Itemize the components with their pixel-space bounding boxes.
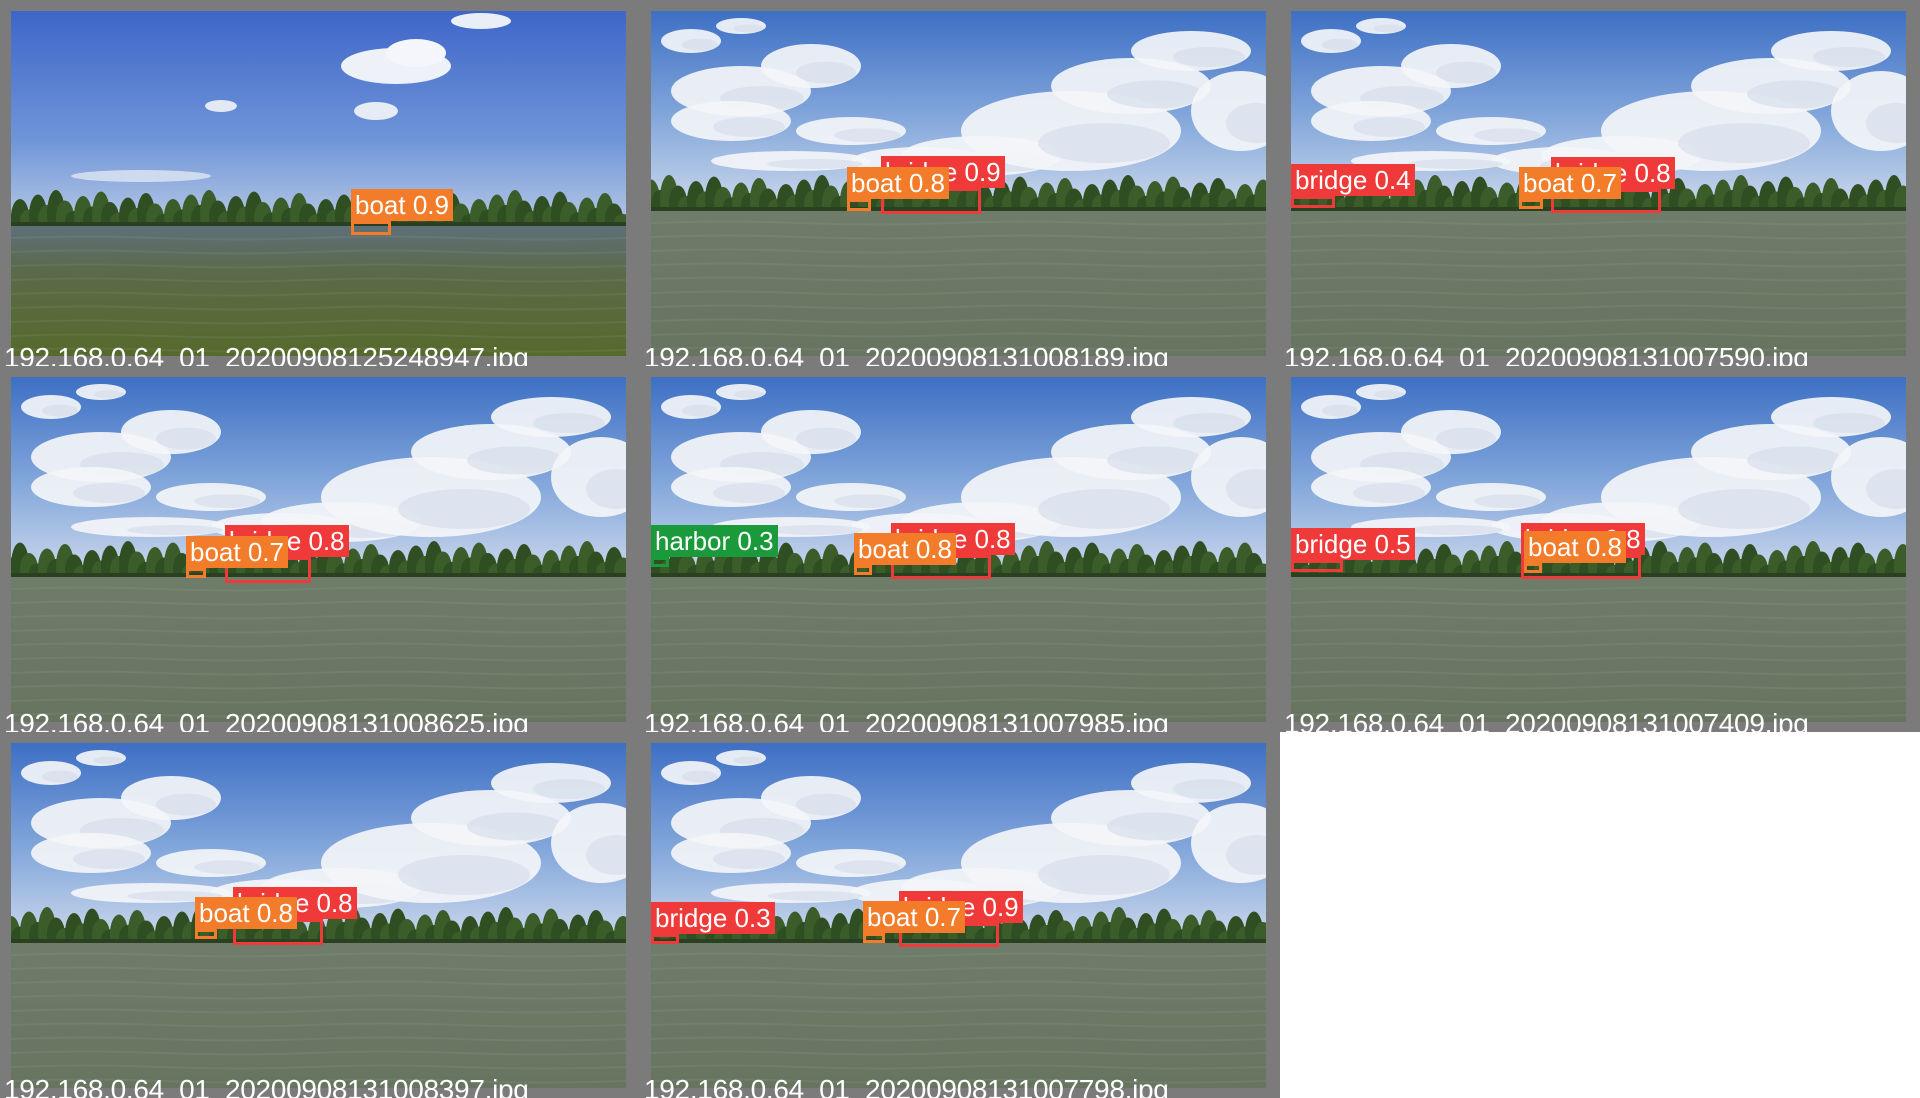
image-tile: boat 0.9 192.168.0.64_01_2020090812524894… xyxy=(0,0,640,366)
detection-label: boat 0.7 xyxy=(863,901,965,933)
boat-detection: boat 0.8 xyxy=(195,897,297,939)
harbor-detection: harbor 0.3 xyxy=(651,525,778,567)
detection-label: boat 0.8 xyxy=(1524,531,1626,563)
image-filename: 192.168.0.64_01_20200908125248947.jpg xyxy=(4,342,529,367)
detection-label: harbor 0.3 xyxy=(651,525,778,557)
image-filename: 192.168.0.64_01_20200908131007798.jpg xyxy=(644,1074,1169,1098)
image-filename: 192.168.0.64_01_20200908131008625.jpg xyxy=(4,708,529,733)
detection-label: boat 0.8 xyxy=(854,533,956,565)
bridge-detection: bridge 0.3 xyxy=(651,902,775,944)
bounding-box xyxy=(854,565,872,575)
image-filename: 192.168.0.64_01_20200908131008189.jpg xyxy=(644,342,1169,367)
detection-label: bridge 0.3 xyxy=(651,902,775,934)
lake-photo xyxy=(11,11,626,356)
image-filename: 192.168.0.64_01_20200908131008397.jpg xyxy=(4,1074,529,1098)
detection-label: boat 0.8 xyxy=(195,897,297,929)
image-filename: 192.168.0.64_01_20200908131007409.jpg xyxy=(1284,708,1809,733)
bounding-box xyxy=(186,568,206,578)
bridge-detection: bridge 0.4 xyxy=(1291,164,1415,208)
lake-photo xyxy=(651,11,1266,356)
bounding-box xyxy=(847,199,871,211)
bounding-box xyxy=(1519,199,1543,209)
image-filename: 192.168.0.64_01_20200908131007985.jpg xyxy=(644,708,1169,733)
boat-detection: boat 0.8 xyxy=(854,533,956,575)
bounding-box xyxy=(1291,560,1343,572)
lake-photo xyxy=(11,743,626,1088)
bounding-box xyxy=(1291,196,1335,208)
detection-label: boat 0.8 xyxy=(847,167,949,199)
bounding-box xyxy=(195,929,217,939)
boat-detection: boat 0.9 xyxy=(351,189,453,235)
bounding-box xyxy=(351,221,391,235)
detection-label: bridge 0.4 xyxy=(1291,164,1415,196)
bridge-detection: bridge 0.5 xyxy=(1291,528,1415,572)
boat-detection: boat 0.8 xyxy=(847,167,949,211)
tile-photo: boat 0.9 xyxy=(11,11,626,356)
bounding-box xyxy=(863,933,885,943)
boat-detection: boat 0.7 xyxy=(863,901,965,943)
boat-detection: boat 0.7 xyxy=(186,536,288,578)
image-filename: 192.168.0.64_01_20200908131007590.jpg xyxy=(1284,342,1809,367)
boat-detection: boat 0.8 xyxy=(1524,531,1626,573)
detection-label: bridge 0.5 xyxy=(1291,528,1415,560)
detection-label: boat 0.7 xyxy=(186,536,288,568)
detection-label: boat 0.7 xyxy=(1519,167,1621,199)
bounding-box xyxy=(1524,563,1542,573)
bounding-box xyxy=(651,557,669,567)
bounding-box xyxy=(651,934,679,944)
detection-label: boat 0.9 xyxy=(351,189,453,221)
boat-detection: boat 0.7 xyxy=(1519,167,1621,209)
